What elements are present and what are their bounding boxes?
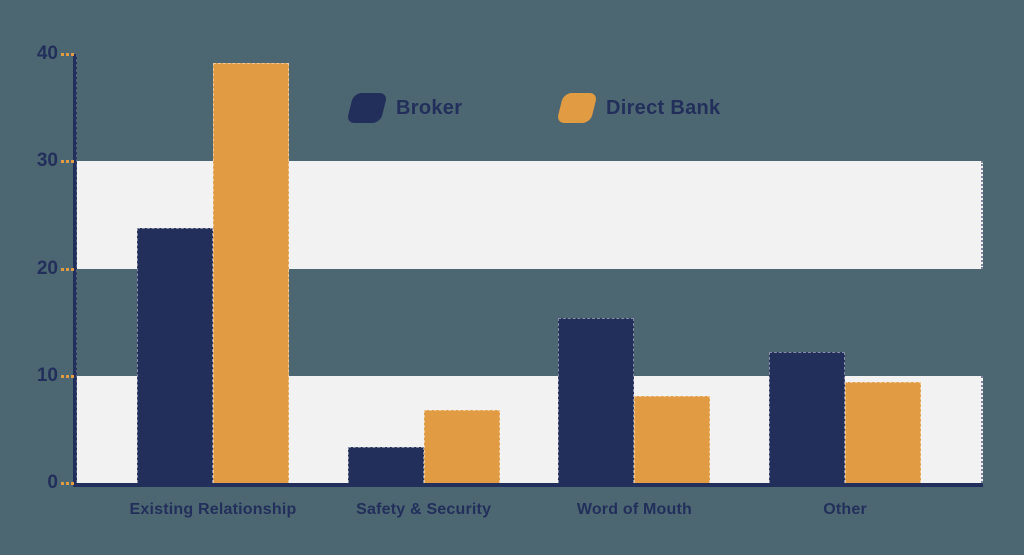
y-tick-label-30: 30 (36, 150, 58, 172)
y-tick-40 (61, 53, 75, 57)
y-tick-30 (61, 160, 75, 164)
bar-broker-other (769, 352, 846, 483)
bar-direct-bank-existing-relationship (213, 62, 289, 483)
y-tick-label-20: 20 (36, 257, 58, 279)
y-axis-line (73, 54, 77, 483)
y-tick-label-10: 10 (36, 364, 58, 386)
direct-bank-legend-label: Direct Bank (606, 96, 721, 119)
broker-legend-swatch (346, 93, 388, 123)
y-tick-label-0: 0 (47, 472, 58, 493)
bar-direct-bank-word-of-mouth (634, 396, 711, 483)
y-tick-20 (61, 267, 75, 271)
bar-direct-bank-other (845, 382, 922, 483)
broker-legend-label: Broker (396, 96, 463, 119)
category-label-safety-security: Safety & Security (356, 501, 492, 518)
y-tick-label-40: 40 (36, 43, 58, 65)
category-label-other: Other (823, 501, 867, 518)
direct-bank-legend-swatch (556, 93, 598, 123)
bar-direct-bank-safety-security (423, 410, 500, 483)
legend-item-direct-bank: Direct Bank (556, 93, 721, 123)
bar-broker-existing-relationship (137, 227, 213, 483)
category-label-word-of-mouth: Word of Mouth (576, 501, 692, 518)
bar-broker-word-of-mouth (558, 317, 635, 483)
legend-item-broker: Broker (346, 93, 463, 123)
x-axis-line (73, 483, 983, 487)
y-tick-0 (61, 482, 75, 485)
bar-broker-safety-security (347, 446, 424, 483)
category-label-existing-relationship: Existing Relationship (129, 501, 297, 518)
y-tick-10 (61, 374, 75, 378)
